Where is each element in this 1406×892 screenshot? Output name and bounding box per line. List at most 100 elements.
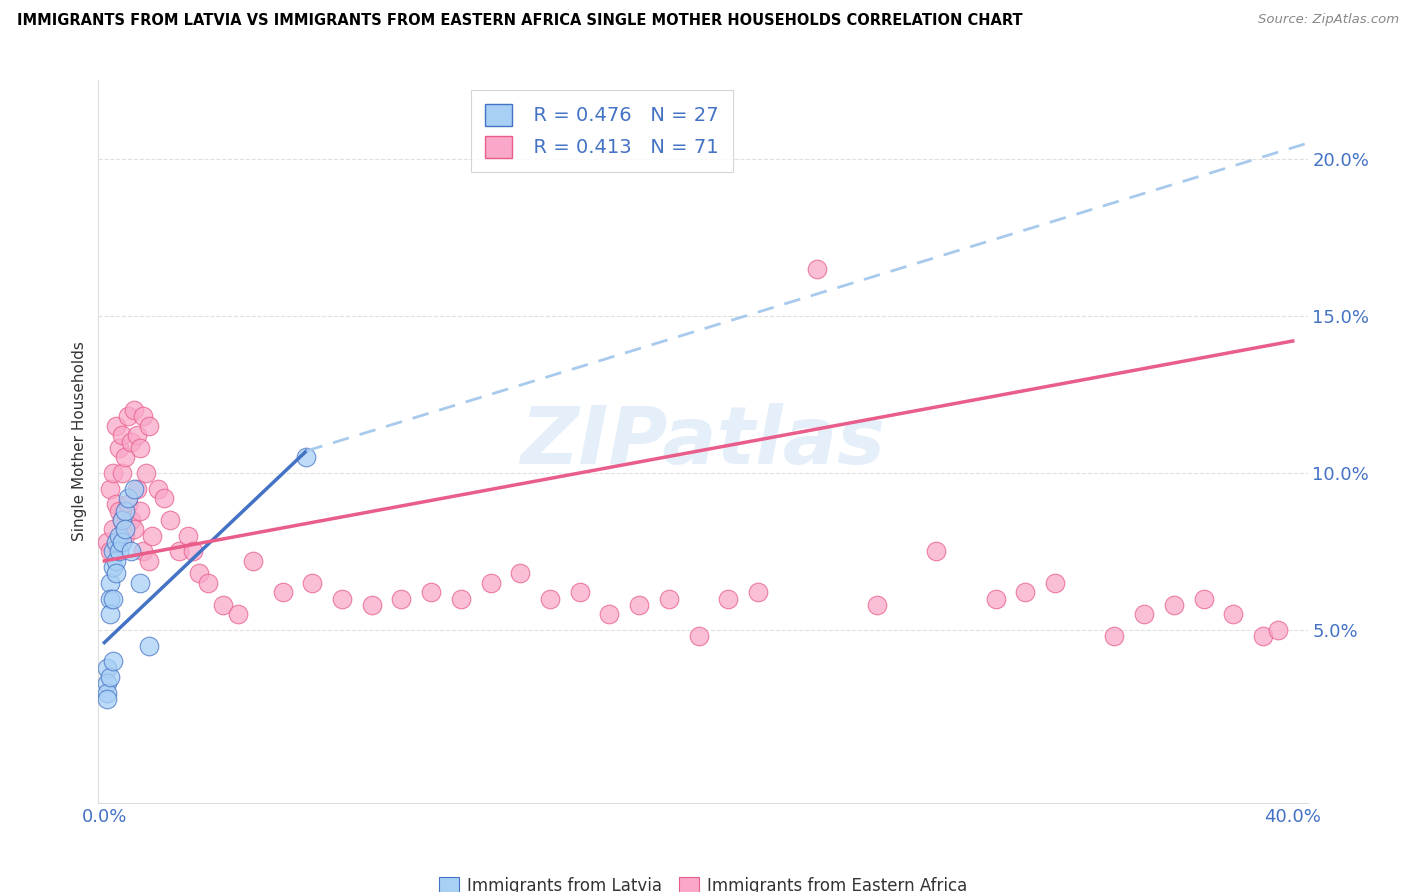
Text: ZIPatlas: ZIPatlas: [520, 402, 886, 481]
Point: [129, 503, 152, 517]
Point: [568, 585, 591, 599]
Point: [152, 491, 174, 505]
Point: [301, 575, 323, 590]
Point: [98, 670, 121, 684]
Point: [391, 591, 413, 606]
Point: [330, 591, 353, 606]
Point: [271, 585, 294, 599]
Point: [984, 591, 1007, 606]
Point: [125, 482, 148, 496]
Point: [105, 497, 128, 511]
Point: [117, 491, 139, 505]
Point: [1192, 591, 1215, 606]
Point: [108, 441, 131, 455]
Point: [111, 428, 134, 442]
Point: [105, 554, 128, 568]
Point: [132, 409, 155, 424]
Point: [114, 523, 136, 537]
Point: [103, 591, 125, 606]
Point: [103, 466, 125, 480]
Point: [598, 607, 620, 622]
Point: [122, 523, 145, 537]
Point: [866, 598, 889, 612]
Point: [159, 513, 181, 527]
Point: [117, 497, 139, 511]
Point: [658, 591, 681, 606]
Point: [103, 523, 125, 537]
Point: [1267, 623, 1289, 637]
Point: [111, 466, 134, 480]
Point: [176, 529, 198, 543]
Point: [146, 482, 169, 496]
Point: [105, 418, 128, 433]
Point: [1222, 607, 1244, 622]
Point: [688, 629, 710, 643]
Point: [114, 450, 136, 465]
Point: [806, 261, 828, 276]
Point: [108, 544, 131, 558]
Point: [98, 575, 121, 590]
Point: [1163, 598, 1185, 612]
Point: [98, 607, 121, 622]
Point: [925, 544, 948, 558]
Point: [420, 585, 443, 599]
Point: [117, 409, 139, 424]
Legend: Immigrants from Latvia, Immigrants from Eastern Africa: Immigrants from Latvia, Immigrants from …: [430, 869, 976, 892]
Point: [120, 513, 142, 527]
Text: Source: ZipAtlas.com: Source: ZipAtlas.com: [1258, 13, 1399, 27]
Point: [120, 434, 142, 449]
Point: [129, 575, 152, 590]
Point: [717, 591, 740, 606]
Point: [1104, 629, 1126, 643]
Point: [105, 535, 128, 549]
Point: [135, 466, 157, 480]
Point: [1251, 629, 1274, 643]
Point: [1133, 607, 1156, 622]
Y-axis label: Single Mother Households: Single Mother Households: [72, 342, 87, 541]
Point: [129, 441, 152, 455]
Point: [479, 575, 502, 590]
Point: [105, 566, 128, 581]
Point: [188, 566, 211, 581]
Point: [98, 482, 121, 496]
Point: [103, 560, 125, 574]
Point: [141, 529, 163, 543]
Point: [103, 544, 125, 558]
Point: [226, 607, 249, 622]
Point: [96, 661, 118, 675]
Point: [138, 418, 160, 433]
Point: [96, 535, 118, 549]
Point: [120, 544, 142, 558]
Point: [167, 544, 190, 558]
Point: [1014, 585, 1036, 599]
Point: [122, 482, 145, 496]
Point: [98, 591, 121, 606]
Text: IMMIGRANTS FROM LATVIA VS IMMIGRANTS FROM EASTERN AFRICA SINGLE MOTHER HOUSEHOLD: IMMIGRANTS FROM LATVIA VS IMMIGRANTS FRO…: [17, 13, 1022, 29]
Point: [138, 554, 160, 568]
Point: [111, 513, 134, 527]
Point: [96, 676, 118, 690]
Point: [108, 529, 131, 543]
Point: [98, 544, 121, 558]
Point: [509, 566, 531, 581]
Point: [96, 686, 118, 700]
Point: [122, 403, 145, 417]
Point: [132, 544, 155, 558]
Point: [96, 692, 118, 706]
Point: [138, 639, 160, 653]
Point: [212, 598, 235, 612]
Point: [183, 544, 205, 558]
Point: [450, 591, 472, 606]
Point: [1043, 575, 1066, 590]
Point: [538, 591, 561, 606]
Point: [111, 513, 134, 527]
Point: [360, 598, 382, 612]
Point: [108, 503, 131, 517]
Point: [197, 575, 219, 590]
Point: [747, 585, 769, 599]
Point: [114, 529, 136, 543]
Point: [628, 598, 651, 612]
Point: [242, 554, 264, 568]
Point: [125, 428, 148, 442]
Point: [295, 450, 318, 465]
